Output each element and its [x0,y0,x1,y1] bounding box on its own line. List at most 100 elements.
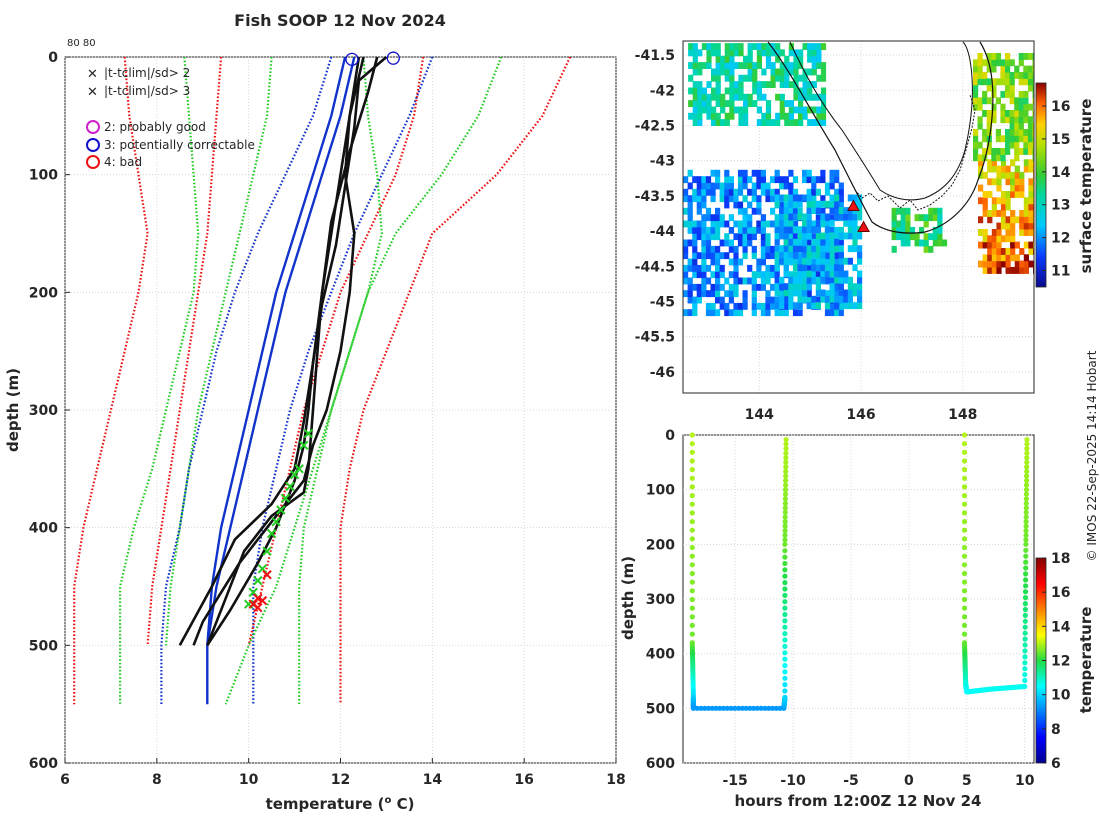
sst-cell [815,207,821,214]
sst-cell [747,214,753,222]
sst-cell [1000,110,1006,117]
sst-cell [697,93,703,101]
sst-cell [806,270,812,278]
sst-cell [829,309,835,317]
sst-cell [710,233,716,241]
sst-cell [1023,103,1029,111]
sst-cell [747,55,753,63]
sst-cell [978,159,984,167]
sst-cell [820,295,826,303]
sst-cell [779,213,785,221]
sst-cell [977,78,983,86]
sst-cell [737,258,744,266]
sst-cell [724,112,730,120]
sst-cell [820,68,827,76]
sst-cell [1023,97,1029,105]
sst-cell [1000,171,1007,179]
sst-cell [806,283,812,291]
sst-cell [770,188,776,196]
sst-cell [687,169,693,177]
sst-cell [756,87,762,95]
sst-cell [815,219,821,227]
legend-red-x-icon: ✕ [87,85,98,100]
sst-cell [760,188,766,196]
map-tick-label-y: -41.5 [635,48,675,64]
sst-cell [973,84,979,92]
sst-cell [760,245,766,253]
sst-cell [788,43,794,50]
sst-cell [743,74,749,82]
sst-cell [710,195,716,203]
sst-cell [982,210,988,217]
sst-cell [701,188,707,196]
sst-cell [811,276,817,284]
sst-cell [747,62,753,69]
sst-cell [779,309,785,317]
section-point [782,611,788,618]
sst-cell [775,119,781,126]
sst-cell [770,49,776,57]
sst-cell [756,271,762,279]
section-point [728,705,734,711]
sst-cell [847,226,853,234]
section-point [783,478,789,484]
sst-cell [1023,65,1029,73]
sst-cell [797,238,803,246]
sst-cell [816,112,822,120]
sst-cell [928,233,934,241]
section-point [689,484,695,490]
sst-cell [977,97,983,105]
sst-cell [977,122,983,130]
sst-cell [728,258,734,266]
sst-cell [710,271,716,279]
sst-cell [683,264,689,272]
sst-cell [788,295,794,303]
sst-cell [996,241,1002,249]
section-point [689,614,695,620]
sst-cell [788,188,794,196]
sst-cell [1019,267,1025,274]
sst-cell [996,235,1002,243]
sst-cell [788,226,794,234]
sst-cell [1019,229,1025,236]
sst-cell [788,119,794,126]
sst-cell [900,233,906,241]
sst-cell [996,267,1002,274]
sst-cell [1014,103,1020,111]
profile-tick-label-x: 14 [423,772,443,788]
sst-cell [1028,165,1034,173]
series-profile-2 [192,56,365,646]
profile-ylabel: depth (m) [4,368,22,452]
sst-cell [1018,78,1024,86]
sst-cell [701,239,707,247]
legend-item: |t-tclim|/sd> 2 [104,66,190,80]
sst-cell [820,74,827,82]
sst-cell [710,302,716,310]
sst-cell [991,65,997,73]
sst-cell [701,252,707,260]
sst-cell [705,226,712,234]
sst-cell [1014,254,1020,262]
profile-chart: Fish SOOP 12 Nov 2024 80 80 6 8 10 12 14 16 18… [4,11,626,813]
sst-cell [811,119,817,126]
sst-cell [705,290,712,298]
sst-cell [779,295,785,303]
sst-cell [820,257,826,265]
sst-cell [1000,260,1007,268]
sst-cell [816,55,822,63]
sst-cell [807,49,813,57]
sst-cell [824,213,831,221]
sst-cell [824,233,831,241]
sst-cell [738,81,744,88]
sst-cell [792,245,799,253]
sst-cell [1023,116,1029,124]
sst-cell [760,176,766,184]
sst-cell [711,49,717,57]
sst-cell [806,214,812,222]
sst-cell [937,220,943,228]
sst-cell [824,188,831,196]
sst-cell [1009,84,1015,92]
sst-cell [711,93,717,101]
sst-cell [991,197,997,205]
sst-cell [761,68,767,76]
